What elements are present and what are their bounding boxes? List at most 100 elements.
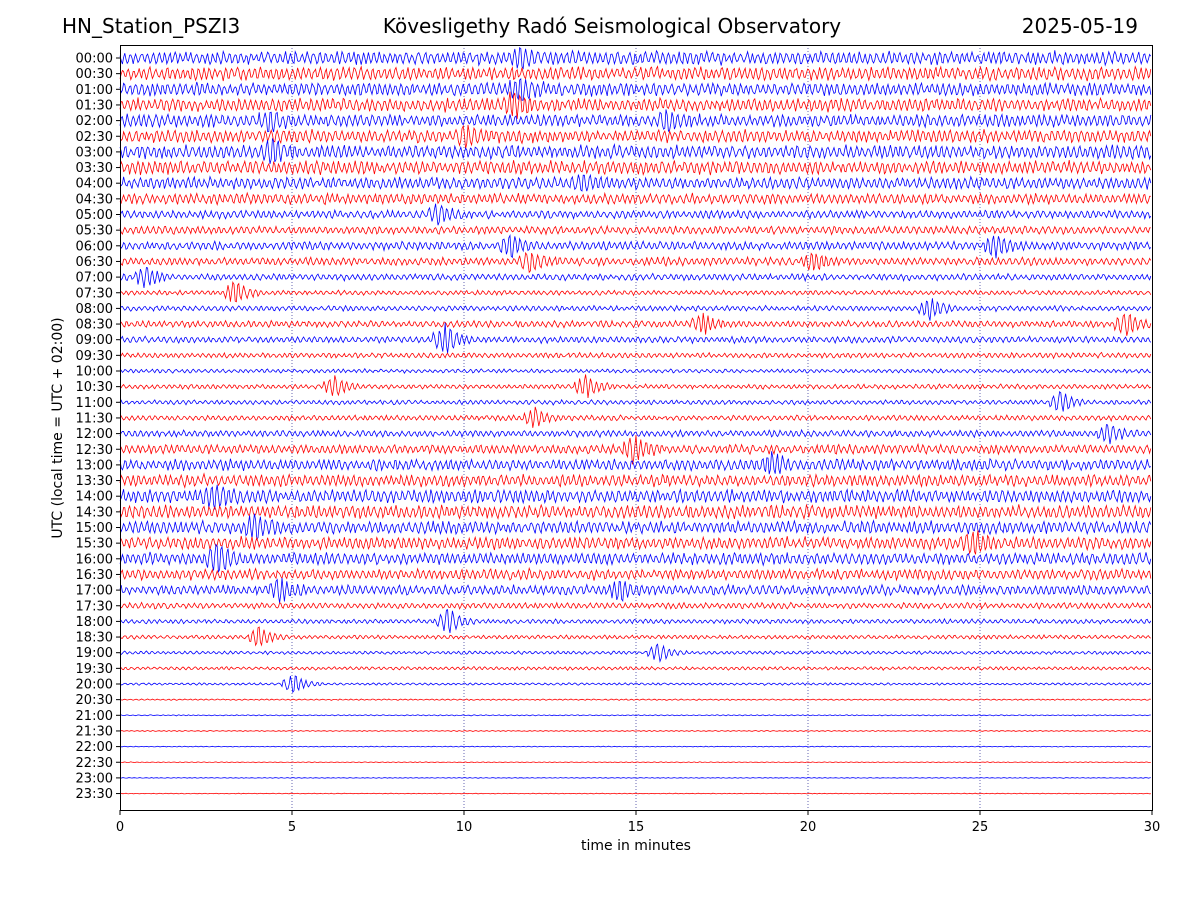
trace-0400 xyxy=(119,173,1152,192)
y-tick-label: 00:30 xyxy=(76,67,113,82)
trace-2200 xyxy=(119,745,1151,748)
trace-1530 xyxy=(119,530,1152,555)
trace-1000 xyxy=(119,367,1151,374)
trace-1130 xyxy=(119,406,1152,428)
y-tick-label: 21:00 xyxy=(76,709,113,724)
y-tick-label: 02:30 xyxy=(76,130,113,145)
trace-0200 xyxy=(119,109,1152,133)
trace-0730 xyxy=(119,281,1152,303)
x-tick-label: 30 xyxy=(1144,820,1161,835)
grid-lines xyxy=(291,45,981,810)
y-tick-label: 23:30 xyxy=(76,787,113,802)
trace-0300 xyxy=(119,137,1152,164)
trace-1330 xyxy=(119,472,1152,489)
trace-1500 xyxy=(119,513,1152,541)
trace-1900 xyxy=(119,643,1151,663)
y-tick-label: 22:30 xyxy=(76,756,113,771)
trace-1700 xyxy=(119,577,1152,603)
y-tick-label: 20:00 xyxy=(76,678,113,693)
x-tick-label: 10 xyxy=(456,820,473,835)
trace-1430 xyxy=(119,503,1152,521)
y-tick-label: 09:00 xyxy=(76,333,113,348)
trace-0030 xyxy=(119,65,1152,83)
trace-1830 xyxy=(119,626,1152,647)
trace-1630 xyxy=(119,566,1152,582)
y-tick-label: 01:00 xyxy=(76,83,113,98)
trace-0800 xyxy=(119,298,1152,321)
y-tick-label: 03:00 xyxy=(76,145,113,160)
trace-1730 xyxy=(119,601,1152,610)
trace-0600 xyxy=(119,233,1152,259)
trace-1400 xyxy=(119,484,1152,510)
y-tick-label: 07:00 xyxy=(76,271,113,286)
y-tick-label: 16:00 xyxy=(76,552,113,567)
trace-1800 xyxy=(119,609,1152,634)
y-tick-label: 00:00 xyxy=(76,52,113,67)
x-tick-label: 0 xyxy=(116,820,124,835)
y-tick-label: 05:00 xyxy=(76,208,113,223)
x-axis-label: time in minutes xyxy=(581,838,691,854)
y-tick-label: 08:00 xyxy=(76,302,113,317)
x-tick-label: 5 xyxy=(288,820,296,835)
trace-2330 xyxy=(119,792,1151,795)
y-tick-label: 11:00 xyxy=(76,396,113,411)
trace-0830 xyxy=(119,312,1152,336)
y-axis-label: UTC (local time = UTC + 02:00) xyxy=(50,317,66,538)
y-tick-label: 19:00 xyxy=(76,646,113,661)
chart-title: Kövesligethy Radó Seismological Observat… xyxy=(382,14,842,38)
chart-date: 2025-05-19 xyxy=(1021,14,1138,38)
trace-2130 xyxy=(119,729,1151,732)
y-tick-label: 04:00 xyxy=(76,177,113,192)
x-tick-label: 20 xyxy=(800,820,817,835)
trace-2300 xyxy=(120,777,1151,779)
y-tick-label: 09:30 xyxy=(76,349,113,364)
y-tick-label: 04:30 xyxy=(76,192,113,207)
x-axis-ticks: 0 5 10 15 20 25 30 xyxy=(116,810,1160,835)
y-tick-label: 12:30 xyxy=(76,443,113,458)
y-tick-label: 17:30 xyxy=(76,599,113,614)
y-tick-label: 16:30 xyxy=(76,568,113,583)
y-tick-label: 11:30 xyxy=(76,411,113,426)
trace-0000 xyxy=(119,46,1152,70)
trace-0930 xyxy=(119,351,1152,360)
y-tick-label: 13:30 xyxy=(76,474,113,489)
y-tick-label: 18:00 xyxy=(76,615,113,630)
y-tick-label: 07:30 xyxy=(76,286,113,301)
plot-frame xyxy=(120,45,1153,811)
y-tick-label: 17:00 xyxy=(76,584,113,599)
y-tick-label: 15:00 xyxy=(76,521,113,536)
trace-1030 xyxy=(119,374,1152,399)
trace-0100 xyxy=(119,78,1152,101)
y-tick-label: 06:30 xyxy=(76,255,113,270)
y-tick-label: 19:30 xyxy=(76,662,113,677)
trace-2000 xyxy=(119,675,1152,694)
y-tick-label: 22:00 xyxy=(76,740,113,755)
y-axis-ticks: 00:0000:3001:0001:3002:0002:3003:0003:30… xyxy=(76,52,120,802)
y-tick-label: 15:30 xyxy=(76,537,113,552)
trace-0900 xyxy=(119,322,1152,354)
y-tick-label: 05:30 xyxy=(76,224,113,239)
trace-0430 xyxy=(119,191,1151,207)
trace-1300 xyxy=(119,451,1152,475)
y-tick-label: 14:30 xyxy=(76,505,113,520)
trace-2100 xyxy=(120,714,1151,717)
trace-1200 xyxy=(119,424,1152,445)
station-name: HN_Station_PSZI3 xyxy=(62,14,241,38)
y-tick-label: 10:30 xyxy=(76,380,113,395)
trace-0230 xyxy=(119,124,1152,149)
trace-2230 xyxy=(119,761,1151,764)
y-tick-label: 12:00 xyxy=(76,427,113,442)
x-tick-label: 15 xyxy=(628,820,645,835)
trace-0130 xyxy=(119,91,1152,119)
trace-1930 xyxy=(119,665,1151,671)
y-tick-label: 01:30 xyxy=(76,98,113,113)
x-tick-label: 25 xyxy=(972,820,989,835)
trace-0500 xyxy=(119,203,1152,226)
y-tick-label: 14:00 xyxy=(76,490,113,505)
y-tick-label: 23:00 xyxy=(76,771,113,786)
trace-0700 xyxy=(119,266,1152,288)
y-tick-label: 08:30 xyxy=(76,318,113,333)
trace-0530 xyxy=(119,224,1151,236)
y-tick-label: 10:00 xyxy=(76,365,113,380)
